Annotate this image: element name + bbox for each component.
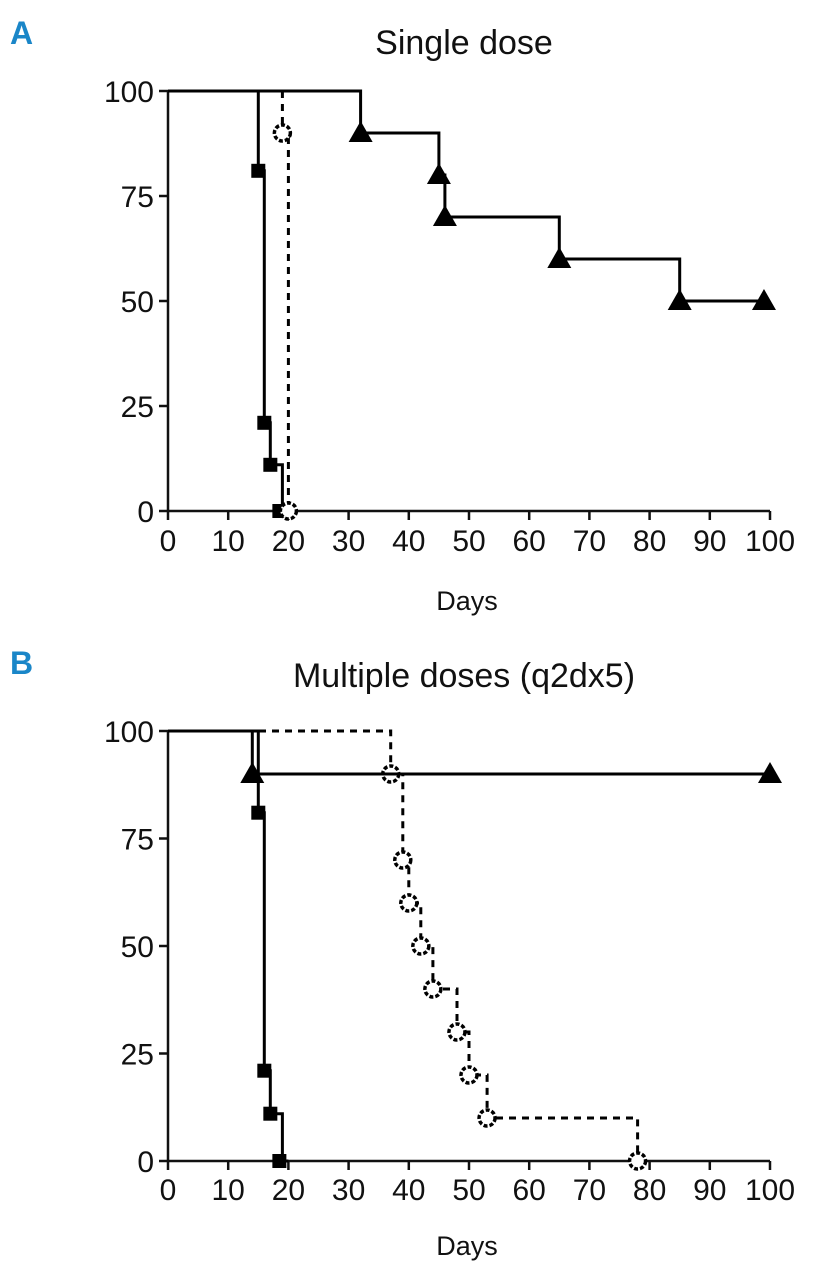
panel-b-x-tick-label: 30 (332, 1174, 365, 1207)
panel-a-x-tick-label: 10 (212, 525, 245, 558)
panel-b-x-tick-label: 40 (392, 1174, 425, 1207)
panel-a-combination-marker (751, 289, 776, 310)
panel-b-title: Multiple doses (q2dx5) (293, 657, 635, 695)
panel-b-y-tick-label: 25 (121, 1039, 154, 1072)
panel-a-combination-marker (547, 247, 572, 268)
panel-a-single-agent-marker (278, 501, 299, 521)
panel-a-single-agent-marker (272, 123, 293, 143)
panel-b-x-tick-label: 10 (212, 1174, 245, 1207)
panel-b-y-tick-label: 0 (137, 1146, 154, 1179)
panel-b-combination-curve (168, 729, 770, 776)
panel-a-y-tick-label: 0 (137, 496, 154, 529)
panel-a-x-tick-label: 80 (633, 525, 666, 558)
panel-b-control-marker (251, 805, 266, 820)
panel-b-x-tick-label: 20 (272, 1174, 305, 1207)
panel-b-combination-marker (758, 762, 782, 783)
panel-a-x-tick-label: 100 (745, 525, 795, 558)
panel-a-control-marker (251, 163, 266, 178)
panel-a-combination-marker (432, 205, 457, 226)
panel-b-x-tick-label: 60 (513, 1174, 546, 1207)
panel-b-single-agent-curve (168, 729, 640, 1161)
panel-a-x-tick-label: 50 (452, 525, 485, 558)
panel-b-y-tick-label: 50 (121, 931, 154, 964)
panel-b-x-tick-label: 0 (160, 1174, 177, 1207)
panel-b-single-agent-marker (627, 1151, 648, 1171)
panel-b-x-axis-title: Days (436, 1231, 498, 1261)
panel-a-control-marker (257, 415, 272, 430)
panel-b-single-agent-marker (411, 936, 431, 956)
panel-b-y-tick-label: 100 (104, 716, 154, 749)
panel-a-x-tick-label: 70 (573, 525, 606, 558)
panel-a-letter: A (10, 15, 33, 51)
panel-b-x-tick-label: 90 (693, 1174, 726, 1207)
panel-a-x-tick-label: 60 (513, 525, 546, 558)
panel-a-x-tick-label: 30 (332, 525, 365, 558)
panel-b-x-tick-label: 80 (633, 1174, 666, 1207)
panel-b-control-marker (263, 1106, 278, 1121)
panel-b-combination-marker (240, 762, 265, 783)
panel-b-x-tick-label: 70 (573, 1174, 606, 1207)
panel-b-single-agent-marker (477, 1108, 497, 1128)
panel-b-x-tick-label: 100 (745, 1174, 795, 1207)
panel-a-control-curve (168, 89, 289, 513)
panel-a-y-tick-label: 75 (121, 181, 154, 214)
panel-b-single-agent-marker (459, 1065, 479, 1085)
panel-b-control-curve (168, 729, 289, 1163)
panel-b-x-tick-label: 50 (452, 1174, 485, 1207)
panel-b-single-agent-marker (399, 893, 419, 913)
panel-a-combination-marker (426, 163, 451, 184)
panel-a-control-marker (263, 457, 278, 472)
panel-b-letter: B (10, 645, 33, 681)
panel-a-title: Single dose (375, 24, 553, 62)
panel-a-plot-area: 0 10 20 30 40 50 60 70 80 90 100 0 25 50 75 100 (104, 76, 795, 558)
panel-a-x-tick-label: 40 (392, 525, 425, 558)
panel-a-combination-marker (348, 121, 373, 142)
panel-b-y-tick-label: 75 (121, 824, 154, 857)
panel-a-x-tick-label: 0 (160, 525, 177, 558)
panel-a-y-tick-label: 100 (104, 76, 154, 109)
panel-b-single-agent-marker (423, 979, 443, 999)
panel-a-x-tick-label: 20 (272, 525, 305, 558)
panel-a-y-tick-label: 25 (121, 391, 154, 424)
panel-a-y-tick-label: 50 (121, 286, 154, 319)
panel-a-x-axis-title: Days (436, 586, 498, 616)
panel-b-control-marker (257, 1063, 272, 1078)
panel-a: A Single dose Days 0 10 20 30 40 50 60 70 80 90 10… (10, 15, 795, 616)
panel-a-x-tick-label: 90 (693, 525, 726, 558)
panel-a-single-agent-curve (280, 91, 295, 513)
panel-b-single-agent-marker (447, 1022, 467, 1042)
panel-b-plot-area: 0 10 20 30 40 50 60 70 80 90 100 0 25 50 75 100 (104, 716, 795, 1207)
panel-b: B Multiple doses (q2dx5) Days 0 10 20 30 40 5… (10, 645, 795, 1261)
panel-b-control-marker (272, 1154, 287, 1168)
panel-b-single-agent-marker (393, 850, 413, 870)
panel-a-combination-marker (667, 289, 692, 310)
